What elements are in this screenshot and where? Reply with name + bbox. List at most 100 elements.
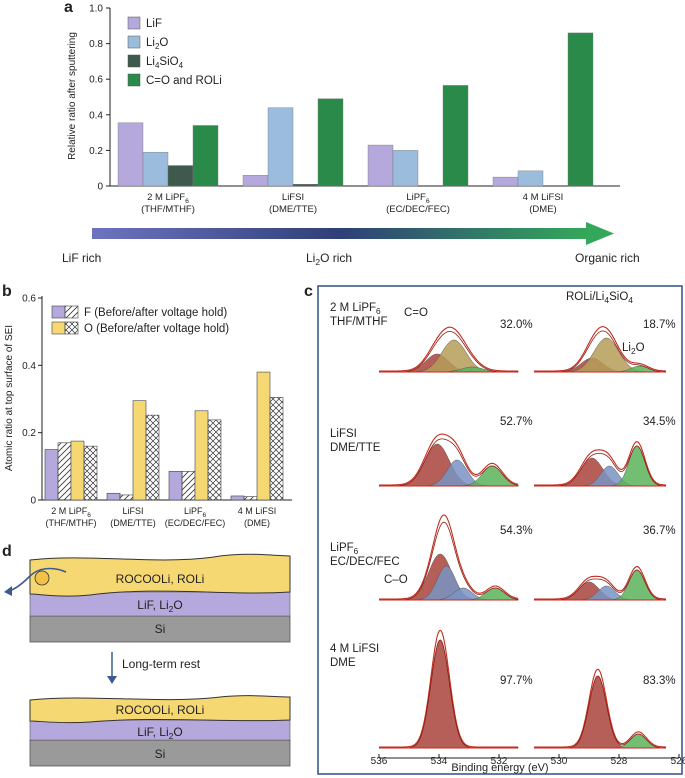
legend-swatch-lif bbox=[127, 16, 141, 30]
b-category-label-line2: (EC/DEC/FEC) bbox=[165, 518, 226, 528]
a-y-ticks: 0 0.2 0.4 0.6 0.8 1.0 bbox=[89, 4, 110, 193]
a-category-label-line2: (EC/DEC/FEC) bbox=[386, 204, 450, 215]
b-bar-o-after bbox=[207, 419, 222, 501]
legend-swatch-li4sio4 bbox=[127, 54, 141, 68]
c-fit-right-row3 bbox=[534, 668, 666, 748]
c-li2o-annotation: Li2O bbox=[622, 342, 645, 356]
panel-label-d: d bbox=[2, 543, 12, 560]
c-row-left-pct: 54.3% bbox=[500, 525, 533, 537]
c-row-right-pct: 34.5% bbox=[643, 416, 676, 428]
c-fit-left-row1 bbox=[379, 433, 519, 486]
b-bar-o-after bbox=[145, 414, 160, 501]
d1-arrow-head bbox=[4, 586, 12, 596]
d-down-arrow-head bbox=[107, 676, 117, 684]
b-bar-f-after bbox=[181, 471, 196, 501]
d1-particle bbox=[34, 570, 50, 586]
a-bar-li2o bbox=[267, 107, 294, 187]
d-after-stack: ROCOOLi, ROLi LiF, Li2O Si bbox=[29, 695, 291, 767]
c-row-left-pct: 32.0% bbox=[500, 319, 533, 331]
d1-si-layer bbox=[29, 615, 291, 643]
c-fit-right-row2 bbox=[534, 566, 666, 600]
c-frame bbox=[317, 285, 683, 775]
b-bar-f-after bbox=[243, 496, 258, 501]
b-bar-f-after bbox=[119, 494, 134, 501]
a-bar-coandroli bbox=[442, 85, 469, 187]
legend-label-lif: LiF bbox=[146, 18, 162, 30]
a-category-label-line2: (THF/MTHF) bbox=[141, 204, 195, 215]
b-category-labels: 2 M LiPF6(THF/MTHF) LiFSI (DME/TTE) LiPF6(E… bbox=[46, 506, 277, 528]
c-fit-left-row2 bbox=[379, 514, 519, 600]
a-bar-lif bbox=[492, 176, 519, 187]
b-category-label-line2: (DME) bbox=[244, 518, 270, 528]
c-row-name-line2: EC/DEC/FEC bbox=[330, 556, 400, 568]
a-ytick-label: 0.2 bbox=[89, 146, 103, 157]
a-legend: LiF Li2O Li4SiO4 C=O and ROLi bbox=[127, 16, 222, 87]
b-ytick-label: 0.4 bbox=[22, 361, 36, 372]
a-bar-lif bbox=[117, 122, 144, 187]
b-bar-f-before bbox=[106, 492, 121, 501]
d1-si-label: Si bbox=[155, 622, 166, 636]
c-xtick-label: 528 bbox=[611, 756, 628, 767]
a-bar-li2o bbox=[517, 170, 544, 187]
a-bar-lif bbox=[242, 175, 269, 187]
c-row-left-pct: 97.7% bbox=[500, 675, 533, 687]
c-x-ticks: 536 534 532 530 528 526 bbox=[371, 754, 685, 767]
c-header-right: ROLi/Li4SiO4 bbox=[566, 291, 633, 305]
c-fit-left-row0 bbox=[379, 326, 519, 372]
a-category-label-line1: LiFSI bbox=[282, 192, 304, 203]
a-bar-li4sio4 bbox=[292, 184, 319, 187]
c-row-left-pct: 52.7% bbox=[500, 416, 533, 428]
panel-label-a: a bbox=[64, 0, 73, 16]
panel-label-b: b bbox=[2, 283, 12, 300]
c-co-annotation: C–O bbox=[384, 574, 408, 586]
legend-swatch-f-after bbox=[64, 305, 79, 319]
d2-organic-layer bbox=[29, 695, 291, 724]
b-bar-o-before bbox=[194, 410, 209, 501]
b-bars bbox=[44, 371, 284, 501]
d2-top-label: ROCOOLi, ROLi bbox=[116, 703, 205, 717]
d2-si-layer bbox=[29, 739, 291, 767]
legend-label-f: F (Before/after voltage hold) bbox=[84, 307, 227, 319]
b-y-ticks: 0 0.2 0.4 0.6 bbox=[22, 294, 42, 507]
b-ytick-label: 0.2 bbox=[22, 428, 36, 439]
legend-label-co: C=O and ROLi bbox=[146, 75, 222, 87]
b-category-label-line1: 2 M LiPF6 bbox=[51, 506, 91, 519]
legend-swatch-o-before bbox=[51, 321, 66, 335]
legend-label-li4sio4: Li4SiO4 bbox=[146, 56, 184, 70]
a-bar-li2o bbox=[392, 150, 419, 187]
c-xtick-label: 526 bbox=[671, 756, 685, 767]
b-bar-f-before bbox=[230, 495, 245, 501]
d2-si-label: Si bbox=[155, 747, 166, 761]
c-row-name-line1: LiPF6 bbox=[330, 542, 359, 556]
c-header-left: C=O bbox=[404, 307, 428, 319]
a-category-label-line1: LiPF6 bbox=[406, 192, 430, 205]
d-step-label: Long-term rest bbox=[122, 657, 201, 671]
legend-label-li2o: Li2O bbox=[146, 37, 168, 51]
legend-swatch-li2o bbox=[127, 35, 141, 49]
a-ytick-label: 1.0 bbox=[89, 4, 103, 15]
b-category-label-line1: LiFSI bbox=[122, 506, 143, 516]
c-row-right-pct: 36.7% bbox=[643, 525, 676, 537]
legend-swatch-co bbox=[127, 73, 141, 87]
b-bar-f-after bbox=[57, 442, 72, 501]
c-xtick-label: 534 bbox=[431, 756, 448, 767]
a-bar-lif bbox=[367, 144, 394, 187]
b-bar-f-before bbox=[44, 449, 59, 501]
b-bar-o-after bbox=[269, 397, 284, 501]
c-xtick-label: 536 bbox=[371, 756, 388, 767]
c-row-name-line1: LiFSI bbox=[330, 428, 357, 440]
b-category-label-line1: 4 M LiFSI bbox=[238, 506, 277, 516]
b-bar-o-before bbox=[132, 400, 147, 501]
c-xlabel: Binding energy (eV) bbox=[451, 762, 548, 774]
d1-organic-layer bbox=[29, 553, 291, 597]
composition-arrow: LiF rich Li2O rich Organic rich bbox=[62, 222, 640, 267]
a-ylabel: Relative ratio after sputtering bbox=[67, 32, 78, 160]
b-ytick-label: 0.6 bbox=[22, 294, 36, 305]
a-bar-coandroli bbox=[567, 32, 594, 187]
panel-label-c: c bbox=[304, 283, 313, 300]
b-category-label-line1: LiPF6 bbox=[184, 506, 207, 519]
a-category-label-line1: 2 M LiPF6 bbox=[147, 192, 189, 205]
c-row-name-line2: DME bbox=[330, 657, 356, 669]
a-bar-li4sio4 bbox=[167, 165, 194, 187]
